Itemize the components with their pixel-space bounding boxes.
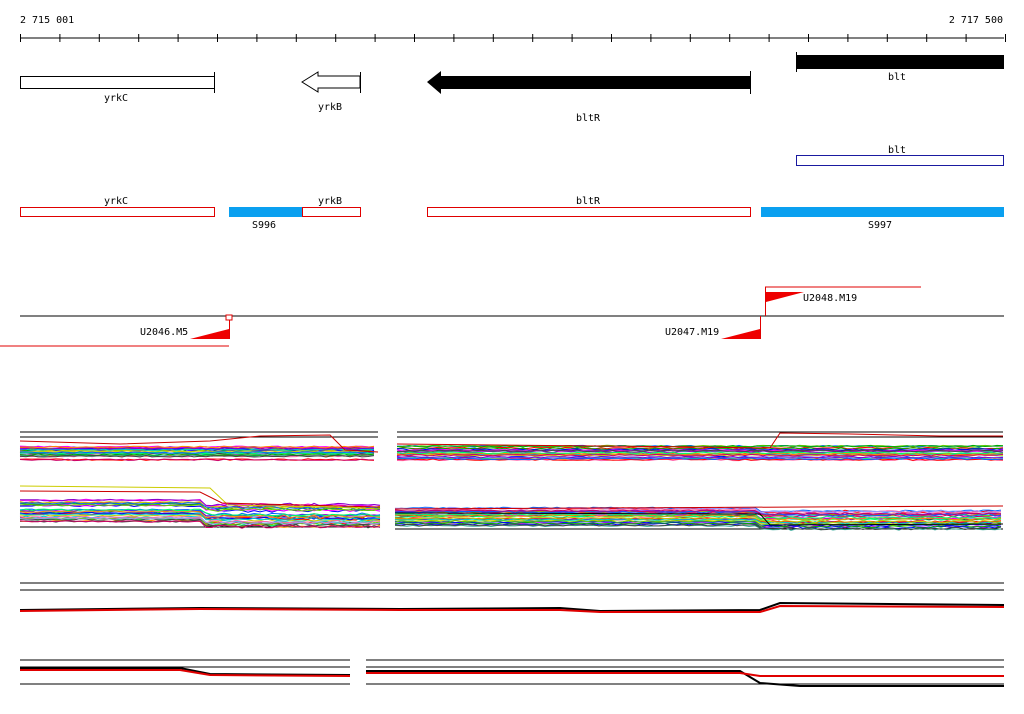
gene-blt[interactable]: blt xyxy=(796,52,1005,83)
annotation-track: yrkC S996 yrkB bltR S997 xyxy=(20,196,1004,231)
anno-bltR-box[interactable] xyxy=(427,207,751,217)
expression-panel-2b xyxy=(394,506,1003,531)
gene-yrkC-label: yrkC xyxy=(104,93,128,104)
expression-profile-line xyxy=(19,520,381,529)
promoter-track: U2046.M5 U2047.M19 U2048.M19 xyxy=(0,286,1004,347)
anno-yrkB-label: yrkB xyxy=(318,196,342,207)
expression-panels xyxy=(19,431,1005,687)
expression-profile-line xyxy=(19,601,1005,613)
expression-profile-line xyxy=(19,508,381,517)
expression-profile-line xyxy=(394,506,1002,514)
expression-profile-line xyxy=(394,516,1002,524)
expression-profile-line xyxy=(396,447,1004,450)
promoter-U2048[interactable]: U2048.M19 xyxy=(765,286,921,316)
expression-profile-line xyxy=(19,517,381,525)
expression-profile-line xyxy=(19,453,375,456)
expression-profile-line xyxy=(396,453,1004,457)
expression-profile-line xyxy=(396,444,1004,448)
expression-profile-line xyxy=(19,485,381,510)
expression-panel-3 xyxy=(19,582,1005,613)
expression-profile-line xyxy=(394,505,1004,510)
expression-profile-line xyxy=(20,448,375,451)
expression-profile-line xyxy=(19,445,375,449)
expression-panel-1b xyxy=(396,431,1004,462)
expression-profile-line xyxy=(396,455,1004,459)
expression-profile-line xyxy=(366,670,1004,687)
gene-blt-body[interactable] xyxy=(797,55,1004,69)
gene-bltR-arrow[interactable] xyxy=(427,71,750,94)
ruler-ticks xyxy=(20,34,1006,42)
expression-profile-line xyxy=(396,449,1004,452)
gene-yrkC-body[interactable] xyxy=(20,76,215,89)
expression-profile-line xyxy=(19,451,375,454)
expression-profile-line xyxy=(19,434,379,453)
gene-bltR[interactable]: bltR xyxy=(427,71,751,124)
gene-yrkB-arrow[interactable] xyxy=(301,71,361,93)
expression-profile-line xyxy=(19,501,381,510)
expression-profile-line xyxy=(394,512,1004,526)
anno-yrkC-box[interactable] xyxy=(20,207,215,217)
promoter-U2047-flag[interactable] xyxy=(721,329,760,339)
expression-profile-line xyxy=(394,511,1002,518)
expression-profile-line xyxy=(19,454,375,458)
expression-profile-line xyxy=(19,447,375,450)
gene-track: yrkC yrkB bltR blt xyxy=(20,52,1005,124)
promoter-U2046[interactable]: U2046.M5 xyxy=(0,314,233,347)
gene-blt-label: blt xyxy=(888,72,906,83)
expression-panel-2a xyxy=(19,498,381,529)
anno-S997-bar[interactable] xyxy=(761,207,1004,217)
gene-bltR-label: bltR xyxy=(576,113,601,124)
promoter-U2048-flag[interactable] xyxy=(766,292,804,302)
expression-panel-1a xyxy=(19,431,378,462)
anno-S997-label: S997 xyxy=(868,220,892,231)
expression-profile-line xyxy=(20,669,351,677)
expression-profile-line xyxy=(394,523,1002,531)
expression-profile-line xyxy=(19,512,381,521)
expression-profile-line xyxy=(394,521,1002,529)
anno-yrkB-box[interactable] xyxy=(302,207,361,217)
expression-profile-line xyxy=(19,510,381,519)
expression-profile-line xyxy=(19,604,1005,613)
coordinate-ruler: 2 715 001 2 717 500 xyxy=(20,15,1006,42)
expression-profile-line xyxy=(396,457,1004,461)
promoter-U2046-label: U2046.M5 xyxy=(140,327,188,338)
anno-S996-label: S996 xyxy=(252,220,276,231)
expression-profile-line xyxy=(396,449,1004,453)
blt-outline-box[interactable] xyxy=(796,155,1004,166)
anno-S996-bar[interactable] xyxy=(229,207,303,217)
expression-profile-line xyxy=(19,490,381,508)
anno-bltR-label: bltR xyxy=(576,196,601,207)
expression-profile-line xyxy=(394,510,1002,517)
expression-profile-line xyxy=(394,509,1002,516)
promoter-U2047[interactable]: U2047.M19 xyxy=(665,316,761,339)
gene-yrkC[interactable]: yrkC xyxy=(20,72,215,104)
expression-profile-line xyxy=(394,513,1002,520)
expression-profile-line xyxy=(19,503,381,512)
expression-panel-4 xyxy=(20,659,1004,687)
promoter-U2046-marker xyxy=(225,314,233,321)
blt-outline-track: blt xyxy=(796,145,1004,166)
expression-profile-line xyxy=(396,432,1003,449)
gene-yrkB[interactable]: yrkB xyxy=(301,71,361,113)
anno-yrkC-label: yrkC xyxy=(104,196,128,207)
gene-yrkB-label: yrkB xyxy=(318,102,342,113)
expression-profile-line xyxy=(366,672,1004,677)
expression-profile-line xyxy=(19,450,375,453)
expression-profile-line xyxy=(394,514,1002,521)
ruler-end-label: 2 717 500 xyxy=(949,15,1003,26)
promoter-U2048-label: U2048.M19 xyxy=(803,293,857,304)
promoter-U2047-label: U2047.M19 xyxy=(665,327,719,338)
ruler-start-label: 2 715 001 xyxy=(20,15,74,26)
expression-profile-line xyxy=(19,458,375,462)
promoter-U2046-flag[interactable] xyxy=(190,329,229,339)
expression-profile-line xyxy=(394,518,1002,525)
blt-outline-label: blt xyxy=(888,145,906,156)
expression-profile-line xyxy=(396,451,1004,455)
expression-profile-line xyxy=(19,508,381,517)
